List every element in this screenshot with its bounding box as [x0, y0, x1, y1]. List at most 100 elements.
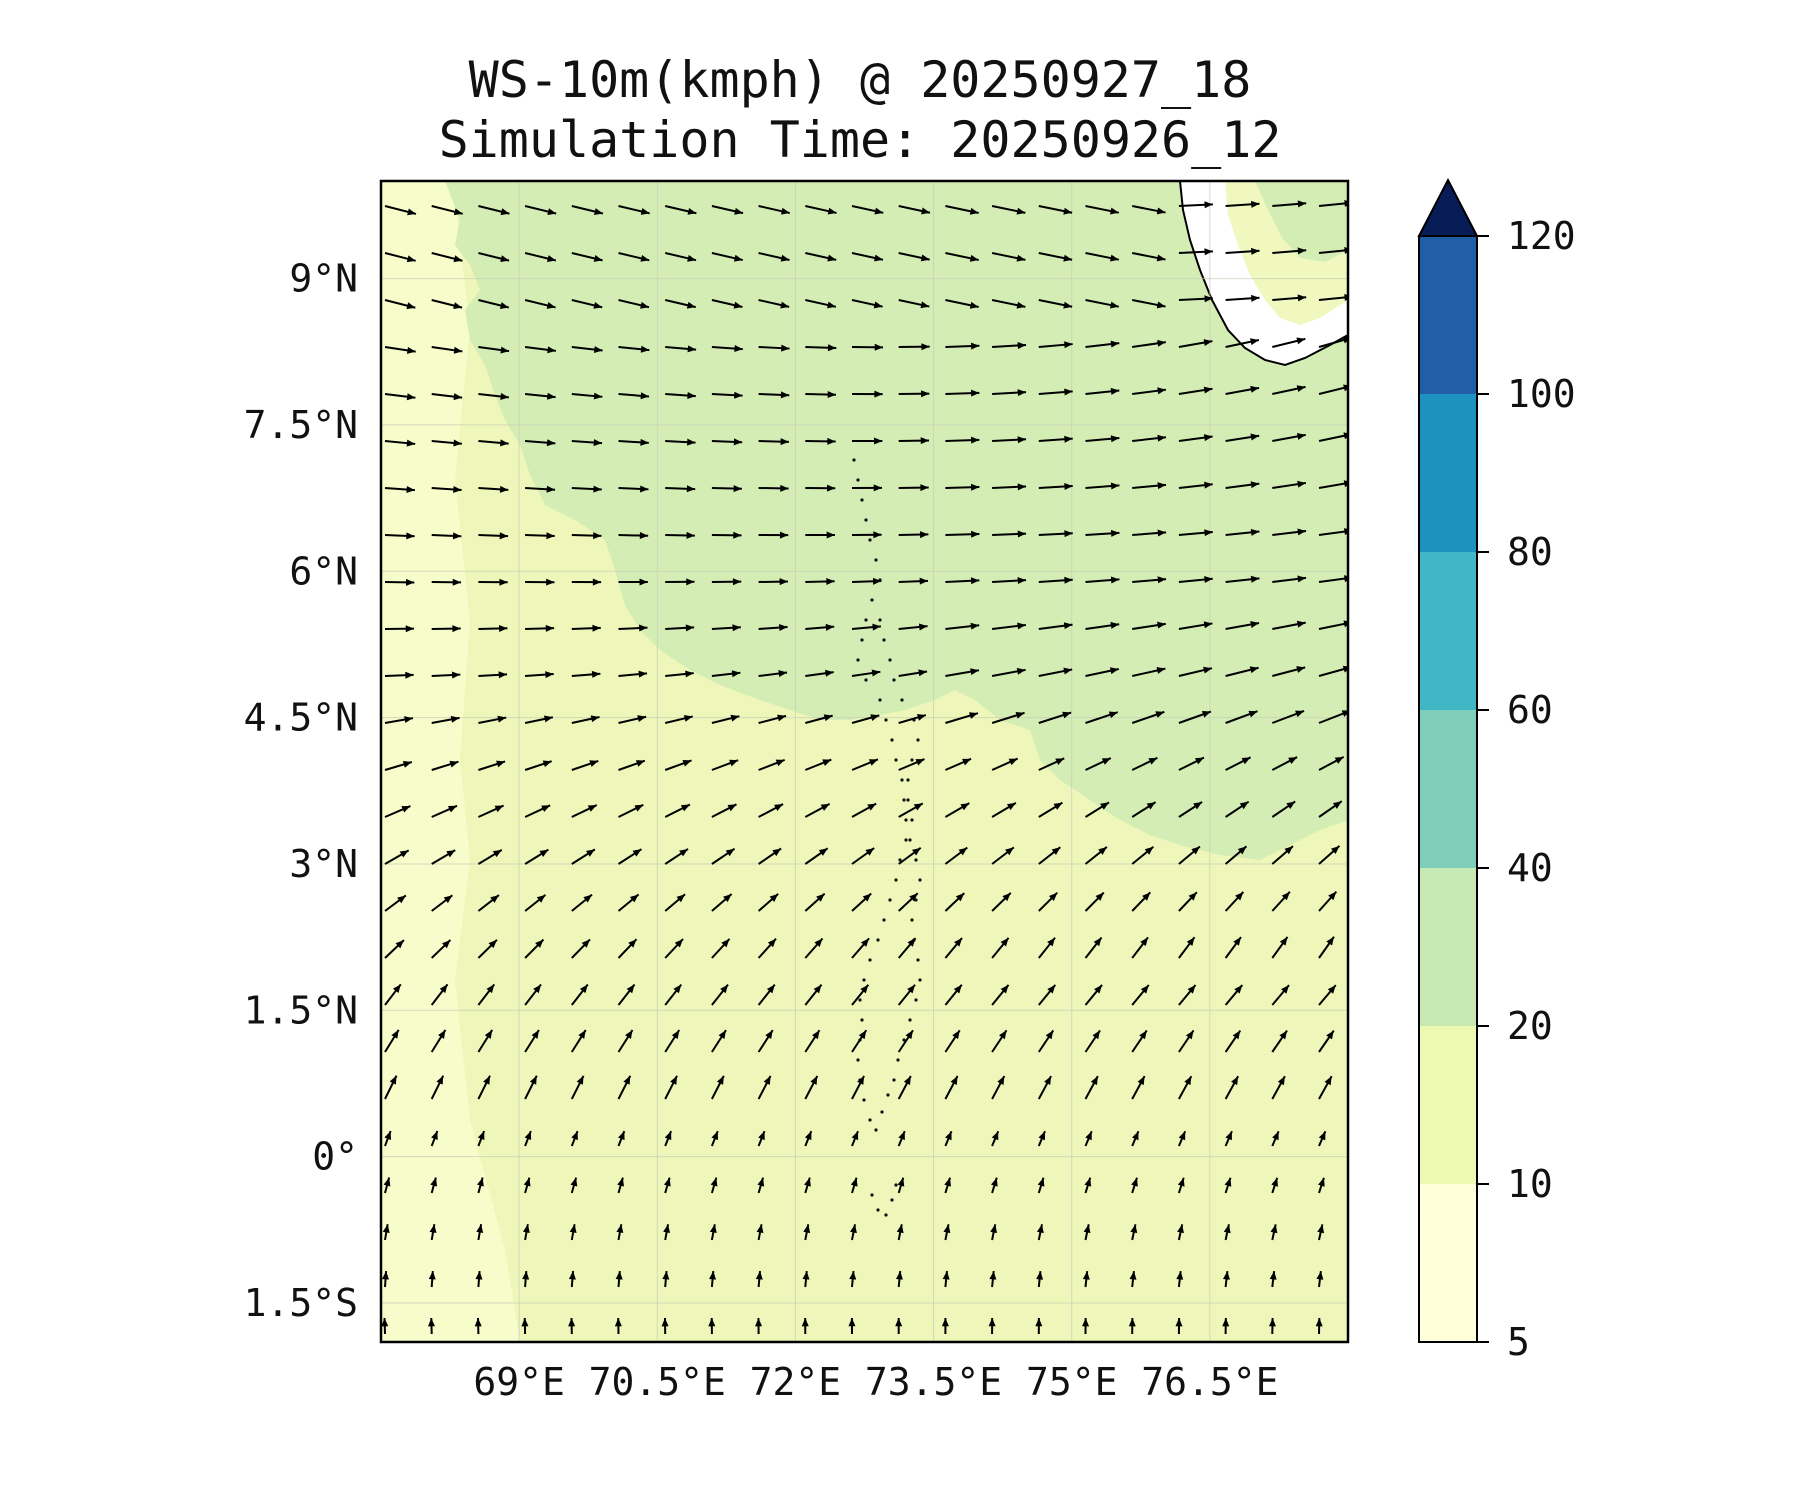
- wind-arrow: [1037, 1075, 1052, 1100]
- lon-tick-label: 76.5°E: [1141, 1360, 1278, 1404]
- wind-arrow: [1224, 1029, 1242, 1053]
- wind-arrow: [991, 801, 1017, 818]
- wind-arrow: [1131, 666, 1166, 677]
- wind-arrow: [1038, 205, 1073, 215]
- wind-arrow: [384, 299, 416, 310]
- wind-arrow: [945, 483, 980, 491]
- wind-arrow: [570, 1029, 587, 1053]
- wind-arrow: [1272, 385, 1306, 395]
- wind-arrow: [991, 984, 1010, 1006]
- wind-arrow: [1082, 1317, 1090, 1335]
- wind-arrow: [521, 1317, 529, 1335]
- wind-arrow: [1085, 757, 1112, 771]
- wind-arrow: [758, 252, 790, 262]
- wind-arrow: [431, 625, 461, 633]
- wind-arrow: [898, 484, 929, 492]
- wind-arrow: [431, 578, 462, 586]
- wind-arrow: [571, 759, 599, 771]
- wind-arrow: [1178, 621, 1213, 630]
- island-dot: [892, 1078, 896, 1082]
- wind-arrow: [431, 485, 462, 493]
- wind-arrow: [991, 1130, 1000, 1147]
- wind-arrow: [524, 760, 552, 771]
- wind-arrow: [1225, 800, 1250, 818]
- wind-arrow: [851, 1075, 865, 1100]
- wind-arrow: [1132, 529, 1167, 537]
- wind-arrow: [431, 939, 452, 959]
- island-dot: [860, 638, 864, 642]
- wind-arrow: [524, 848, 549, 865]
- island-dot: [862, 978, 866, 982]
- wind-arrow: [1223, 1224, 1231, 1241]
- wind-arrow: [571, 715, 600, 724]
- wind-arrow: [525, 439, 556, 447]
- wind-arrow: [1037, 1177, 1045, 1194]
- wind-arrow: [1225, 621, 1260, 630]
- wind-arrow: [851, 937, 870, 959]
- lat-tick-label: 0°: [312, 1135, 358, 1179]
- wind-arrow: [1272, 666, 1306, 677]
- wind-arrow: [664, 893, 686, 912]
- wind-arrow: [665, 670, 694, 678]
- wind-arrow: [384, 761, 413, 771]
- wind-arrow: [801, 1317, 809, 1335]
- wind-arrow: [1224, 891, 1245, 912]
- wind-arrow: [1272, 480, 1307, 489]
- wind-arrow: [711, 1075, 725, 1100]
- wind-arrow: [1085, 576, 1120, 584]
- wind-arrow: [897, 937, 917, 959]
- wind-arrow: [945, 757, 972, 771]
- wind-arrow: [1225, 528, 1260, 536]
- wind-arrow: [431, 894, 454, 912]
- colorbar-tick-label: 20: [1507, 1004, 1553, 1048]
- wind-arrow: [711, 714, 740, 724]
- island-dot: [914, 998, 918, 1002]
- wind-arrow: [1037, 1130, 1046, 1147]
- wind-arrow: [757, 1029, 774, 1053]
- wind-arrow: [758, 624, 788, 632]
- wind-arrow: [1178, 576, 1213, 584]
- map-title: WS-10m(kmph) @ 20250927_18 Simulation Ti…: [380, 50, 1340, 170]
- island-dot: [894, 878, 898, 882]
- india-coastline: [1179, 181, 1348, 367]
- wind-arrow: [571, 624, 601, 632]
- wind-arrow: [895, 1270, 903, 1288]
- wind-arrow: [1085, 340, 1120, 348]
- wind-arrow: [1225, 481, 1260, 489]
- wind-arrow: [758, 847, 782, 865]
- wind-arrow: [804, 1177, 811, 1194]
- wind-arrow: [711, 299, 743, 309]
- wind-arrow: [381, 1317, 389, 1335]
- wind-arrow: [991, 205, 1026, 215]
- wind-arrow: [430, 983, 449, 1006]
- island-dot: [880, 1110, 884, 1114]
- wind-arrow: [711, 438, 743, 446]
- wind-arrow: [757, 1130, 766, 1147]
- wind-arrow: [431, 439, 462, 447]
- wind-arrow: [384, 578, 415, 586]
- wind-arrow: [571, 252, 603, 262]
- colorbar-tick-label: 10: [1507, 1162, 1553, 1206]
- wind-arrow: [990, 1177, 998, 1194]
- wind-arrow: [384, 346, 416, 354]
- wind-arrow: [1085, 529, 1120, 537]
- wind-arrow: [524, 205, 557, 216]
- wind-arrow: [384, 849, 410, 865]
- latitude-labels: 9°N 7.5°N 6°N 4.5°N 3°N 1.5°N 0° 1.5°S: [244, 257, 358, 1325]
- wind-arrow: [805, 484, 836, 492]
- wind-arrow: [945, 622, 980, 630]
- wind-arrow: [848, 1317, 856, 1335]
- wind-arrow: [1178, 248, 1213, 256]
- wind-arrow: [431, 715, 460, 724]
- wind-arrow: [1132, 299, 1166, 309]
- wind-arrow: [615, 1270, 623, 1288]
- wind-arrow: [1271, 1177, 1279, 1194]
- wind-arrow: [711, 345, 743, 353]
- wind-arrow: [804, 847, 829, 865]
- island-dot: [906, 798, 910, 802]
- wind-arrow: [804, 892, 826, 912]
- wind-arrow: [1131, 1177, 1138, 1194]
- wind-arrow: [944, 892, 965, 912]
- island-dot: [852, 458, 856, 462]
- lat-tick-label: 1.5°N: [244, 988, 358, 1032]
